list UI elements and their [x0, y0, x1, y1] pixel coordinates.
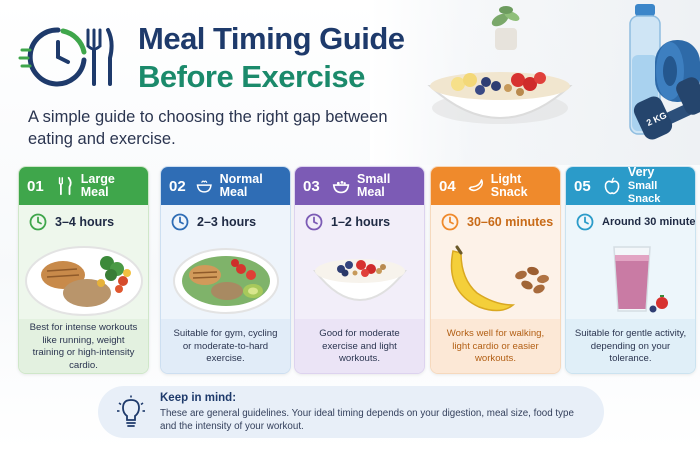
yoga-mat-icon: [655, 40, 700, 102]
card-image-area: [566, 239, 695, 319]
card-header: 05 Very Small Snack: [566, 167, 695, 205]
card-time-row: 1–2 hours: [295, 205, 424, 239]
hero-scene-illustration: 2 KG: [427, 4, 700, 140]
fruit-bowl-icon: [427, 72, 573, 124]
card-label: Normal Meal: [219, 172, 263, 199]
card-time: 30–60 minutes: [467, 215, 554, 229]
meal-card-normal: 02 Normal Meal 2–3 hours Suitable for gy…: [160, 166, 291, 374]
card-time-row: 2–3 hours: [161, 205, 290, 239]
clock-icon: [576, 213, 594, 231]
title-line-1: Meal Timing Guide: [138, 21, 405, 56]
meal-card-very-small-snack: 05 Very Small Snack Around 30 minutes Su…: [565, 166, 696, 374]
card-time: Around 30 minutes: [602, 216, 696, 228]
clock-icon: [305, 213, 323, 231]
lightbulb-icon: [117, 395, 145, 427]
card-label: Light Snack: [490, 172, 528, 199]
card-time: 1–2 hours: [331, 215, 391, 229]
card-description: Good for moderate exercise and light wor…: [295, 319, 424, 373]
fork-knife-icon: [58, 176, 72, 196]
bowl-icon: [332, 180, 350, 194]
card-header: 04 Light Snack: [431, 167, 560, 205]
card-image-area: [19, 239, 148, 319]
card-time-row: 30–60 minutes: [431, 205, 560, 239]
bowl-icon: [196, 180, 212, 193]
banana-almonds-image: [450, 245, 549, 312]
apple-icon: [604, 177, 620, 195]
note-title: Keep in mind:: [160, 391, 237, 404]
clock-icon: [29, 213, 47, 231]
card-header: 03 Small Meal: [295, 167, 424, 205]
card-description: Suitable for gentle activity, depending …: [566, 319, 695, 373]
card-image-area: [161, 239, 290, 319]
keep-in-mind-note: Keep in mind: These are general guidelin…: [98, 386, 604, 438]
card-number: 02: [169, 177, 186, 195]
chicken-salad-bowl-image: [172, 248, 279, 314]
card-number: 01: [27, 177, 44, 195]
card-label-line-1: Very: [627, 166, 655, 179]
card-description: Suitable for gym, cycling or moderate-to…: [161, 319, 290, 373]
card-description: Best for intense workouts like running, …: [19, 319, 148, 373]
subtitle: A simple guide to choosing the right gap…: [28, 108, 388, 148]
chicken-vegetables-plate-image: [24, 246, 143, 316]
meal-card-light-snack: 04 Light Snack 30–60 minutes Works well …: [430, 166, 561, 374]
note-content: Keep in mind: These are general guidelin…: [160, 392, 590, 433]
card-label: Small Meal: [356, 172, 391, 199]
meal-card-large: 01 Large Meal 3–4 hours Best for intense…: [18, 166, 149, 374]
card-time-row: Around 30 minutes: [566, 205, 695, 239]
card-number: 03: [303, 177, 320, 195]
card-number: 05: [574, 177, 591, 195]
banana-icon: [468, 179, 483, 192]
card-description: Works well for walking, light cardio or …: [431, 319, 560, 373]
card-label-line-2: Small Snack: [627, 180, 661, 205]
card-time: 2–3 hours: [197, 215, 257, 229]
yogurt-berries-bowl-image: [312, 259, 407, 301]
note-text: These are general guidelines. Your ideal…: [160, 407, 574, 432]
clock-icon: [171, 213, 189, 231]
clock-icon: [441, 213, 459, 231]
berry-smoothie-image: [612, 246, 668, 313]
card-label: Very Small Snack: [627, 166, 687, 206]
clock-cutlery-icon: [18, 27, 114, 87]
card-number: 04: [439, 177, 456, 195]
card-header: 02 Normal Meal: [161, 167, 290, 205]
title-line-2: Before Exercise: [138, 59, 365, 94]
card-image-area: [295, 239, 424, 319]
page-title: Meal Timing Guide Before Exercise: [138, 20, 405, 96]
card-time: 3–4 hours: [55, 215, 115, 229]
card-header: 01 Large Meal: [19, 167, 148, 205]
card-image-area: [431, 239, 560, 319]
card-label: Large Meal: [80, 172, 115, 199]
plant-icon: [491, 6, 520, 50]
meal-card-small: 03 Small Meal 1–2 hours Good for moderat…: [294, 166, 425, 374]
card-time-row: 3–4 hours: [19, 205, 148, 239]
